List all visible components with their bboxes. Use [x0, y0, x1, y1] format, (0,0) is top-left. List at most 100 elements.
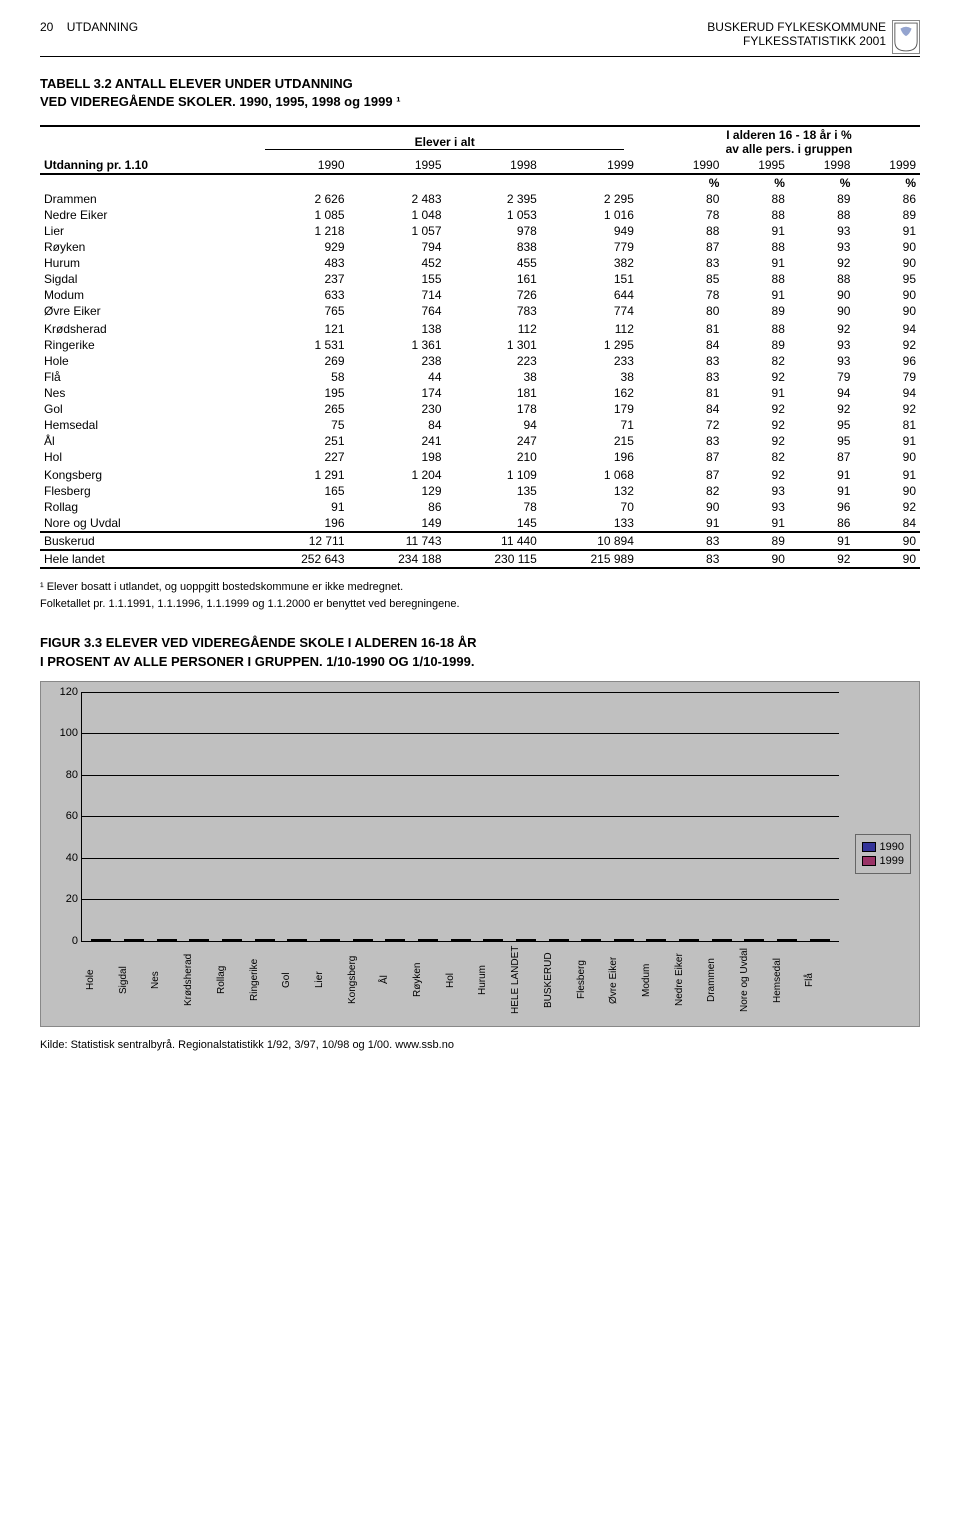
cell: 82 — [658, 483, 724, 499]
bar-1990 — [679, 939, 689, 941]
figure-title: FIGUR 3.3 ELEVER VED VIDEREGÅENDE SKOLE … — [40, 634, 920, 670]
x-label: Hemsedal — [772, 942, 803, 1022]
bar-1990 — [451, 939, 461, 941]
cell: 112 — [446, 321, 541, 337]
x-label: Drammen — [706, 942, 737, 1022]
col-year: 1998 — [446, 157, 541, 174]
cell: 92 — [723, 417, 789, 433]
cell: 83 — [658, 532, 724, 550]
bar-1999 — [624, 939, 634, 941]
row-label: Krødsherad — [40, 321, 251, 337]
cell: 195 — [251, 385, 348, 401]
cell: 93 — [789, 223, 855, 239]
cell: 783 — [446, 303, 541, 319]
row-label: Modum — [40, 287, 251, 303]
bar-pair — [380, 939, 411, 941]
bar-1999 — [754, 939, 764, 941]
cell: 1 204 — [349, 467, 446, 483]
cell: 84 — [658, 337, 724, 353]
y-tick-label: 100 — [54, 727, 78, 739]
cell: 92 — [789, 321, 855, 337]
cell: 2 483 — [349, 191, 446, 207]
cell: 1 085 — [251, 207, 348, 223]
cell: 58 — [251, 369, 348, 385]
x-label: Nes — [150, 942, 181, 1022]
cell: 237 — [251, 271, 348, 287]
cell: 93 — [789, 353, 855, 369]
x-label: Modum — [641, 942, 672, 1022]
table-row: Hele landet252 643234 188230 115215 9898… — [40, 550, 920, 568]
y-tick-label: 40 — [54, 852, 78, 864]
bar-1999 — [591, 939, 601, 941]
cell: 714 — [349, 287, 446, 303]
cell: 91 — [723, 385, 789, 401]
cell: 83 — [658, 255, 724, 271]
cell: 241 — [349, 433, 446, 449]
bar-pair — [511, 939, 542, 941]
cell: 1 291 — [251, 467, 348, 483]
col-group-left: Elever i alt — [415, 135, 475, 149]
bar-pair — [543, 939, 574, 941]
cell: 633 — [251, 287, 348, 303]
cell: 2 626 — [251, 191, 348, 207]
col-year: 1999 — [854, 157, 920, 174]
cell: 83 — [658, 353, 724, 369]
bar-1990 — [353, 939, 363, 941]
table-title: TABELL 3.2 ANTALL ELEVER UNDER UTDANNING… — [40, 75, 920, 111]
cell: 644 — [541, 287, 638, 303]
bar-1990 — [91, 939, 101, 941]
cell: 87 — [789, 449, 855, 465]
cell: 90 — [854, 449, 920, 465]
cell: 95 — [854, 271, 920, 287]
row-label: Gol — [40, 401, 251, 417]
cell: 96 — [789, 499, 855, 515]
cell: 269 — [251, 353, 348, 369]
col-year: 1999 — [541, 157, 638, 174]
cell: 92 — [854, 401, 920, 417]
org-line-1: BUSKERUD FYLKESKOMMUNE — [707, 20, 886, 34]
y-tick-label: 120 — [54, 686, 78, 698]
x-label: Kongsberg — [347, 942, 378, 1022]
pct-header: % — [789, 174, 855, 191]
table-row: Krødsherad12113811211281889294 — [40, 321, 920, 337]
table-row: Øvre Eiker76576478377480899090 — [40, 303, 920, 319]
cell: 89 — [723, 337, 789, 353]
row-label: Øvre Eiker — [40, 303, 251, 319]
cell: 1 068 — [541, 467, 638, 483]
cell: 85 — [658, 271, 724, 287]
x-label: Lier — [314, 942, 345, 1022]
bar-1999 — [428, 939, 438, 941]
cell: 1 295 — [541, 337, 638, 353]
x-label: Gol — [281, 942, 312, 1022]
table-row: Kongsberg1 2911 2041 1091 06887929191 — [40, 467, 920, 483]
pct-header: % — [658, 174, 724, 191]
cell: 84 — [658, 401, 724, 417]
cell: 178 — [446, 401, 541, 417]
table-row: Buskerud12 71111 74311 44010 89483899190 — [40, 532, 920, 550]
cell: 92 — [854, 499, 920, 515]
figure-title-line-1: FIGUR 3.3 ELEVER VED VIDEREGÅENDE SKOLE … — [40, 634, 920, 652]
table-title-line-1: TABELL 3.2 ANTALL ELEVER UNDER UTDANNING — [40, 75, 920, 93]
cell: 72 — [658, 417, 724, 433]
cell: 161 — [446, 271, 541, 287]
y-tick-label: 60 — [54, 810, 78, 822]
bar-1999 — [330, 939, 340, 941]
cell: 198 — [349, 449, 446, 465]
legend-label: 1990 — [880, 841, 904, 853]
cell: 1 361 — [349, 337, 446, 353]
section-name: UTDANNING — [67, 20, 138, 34]
cell: 88 — [723, 321, 789, 337]
cell: 93 — [789, 239, 855, 255]
cell: 230 115 — [446, 550, 541, 568]
bar-pair — [641, 939, 672, 941]
row-label: Nes — [40, 385, 251, 401]
bar-1999 — [265, 939, 275, 941]
cell: 95 — [789, 433, 855, 449]
bar-1999 — [461, 939, 471, 941]
table-row: Hole26923822323383829396 — [40, 353, 920, 369]
row-label: Hemsedal — [40, 417, 251, 433]
bar-1990 — [810, 939, 820, 941]
cell: 91 — [854, 223, 920, 239]
cell: 82 — [723, 449, 789, 465]
x-label: Flesberg — [576, 942, 607, 1022]
